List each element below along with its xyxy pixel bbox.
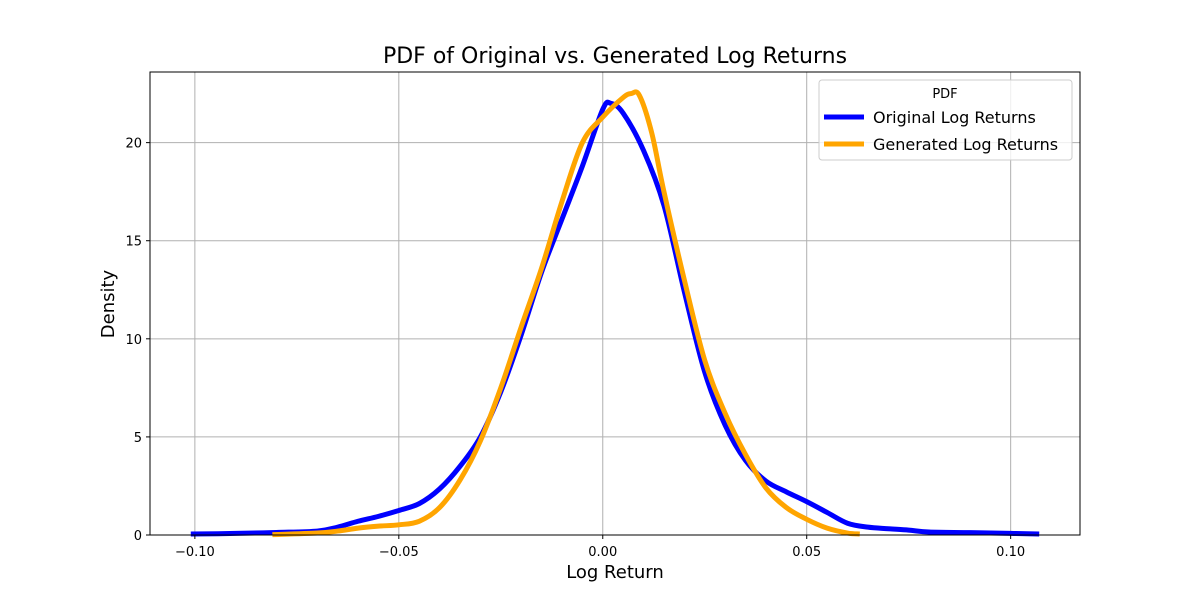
y-axis-title: Density bbox=[98, 269, 119, 338]
legend-title: PDF bbox=[932, 87, 957, 102]
legend: PDF Original Log Returns Generated Log R… bbox=[818, 79, 1073, 161]
x-axis-title: Log Return bbox=[566, 562, 664, 583]
x-tick-label: 0.00 bbox=[588, 545, 617, 560]
y-tick-label: 15 bbox=[125, 235, 142, 250]
series-line-generated bbox=[272, 89, 860, 538]
plot-frame bbox=[149, 71, 1081, 536]
x-axis-ticks: −0.10 −0.05 0.00 0.05 0.10 bbox=[175, 535, 1025, 560]
y-axis-ticks: 0 5 10 15 20 bbox=[125, 137, 150, 544]
legend-frame bbox=[818, 79, 1073, 161]
legend-label-generated: Generated Log Returns bbox=[873, 135, 1058, 154]
series-line-original bbox=[190, 99, 1040, 537]
chart-title: PDF of Original vs. Generated Log Return… bbox=[383, 44, 847, 69]
x-tick-label: 0.05 bbox=[792, 545, 821, 560]
series-layer bbox=[190, 89, 1040, 538]
x-tick-label: −0.10 bbox=[175, 545, 215, 560]
y-tick-label: 20 bbox=[125, 137, 142, 152]
x-tick-label: 0.10 bbox=[996, 545, 1025, 560]
y-tick-label: 10 bbox=[125, 333, 142, 348]
y-tick-label: 0 bbox=[134, 529, 142, 544]
x-tick-label: −0.05 bbox=[379, 545, 419, 560]
y-tick-label: 5 bbox=[134, 431, 142, 446]
legend-label-original: Original Log Returns bbox=[873, 108, 1036, 127]
